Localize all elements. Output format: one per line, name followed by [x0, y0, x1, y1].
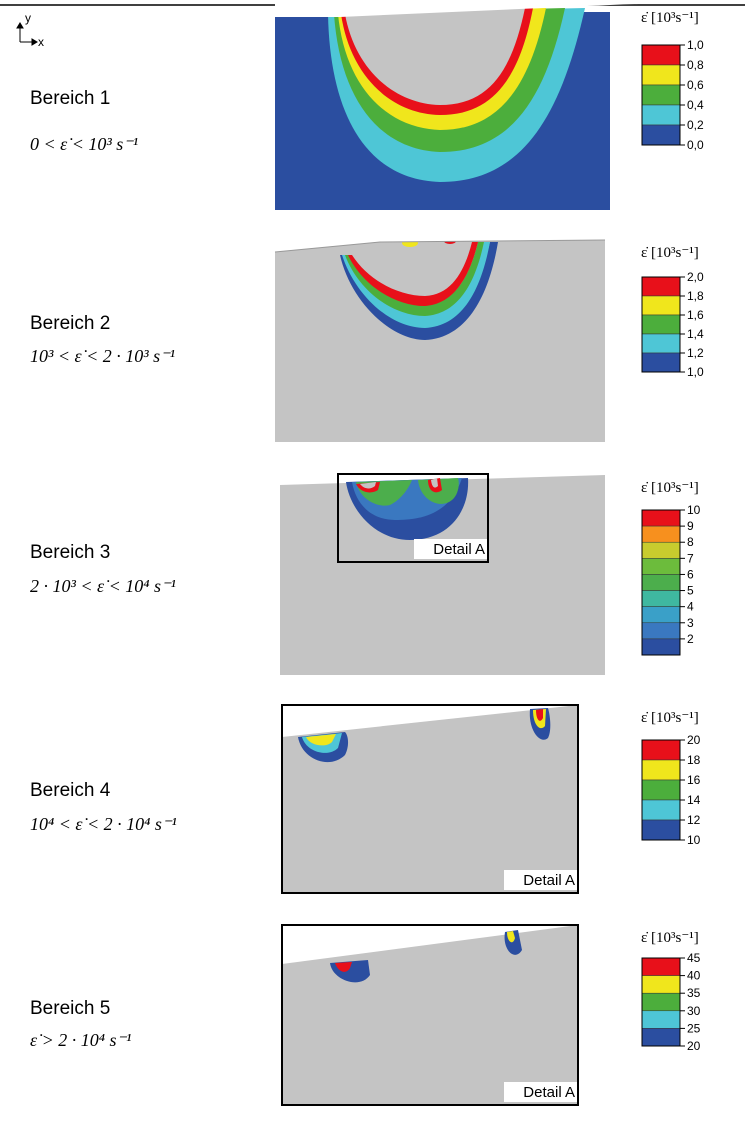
legend-frame: [641, 739, 681, 841]
legend-swatch: [641, 739, 681, 761]
legend-swatch: [641, 590, 681, 607]
legend-tick-label: 25: [687, 1021, 701, 1035]
legend-tick-label: 6: [687, 567, 694, 581]
panel-label: Bereich 4: [30, 780, 111, 801]
legend-tick-label: 0,6: [687, 78, 704, 92]
legend-swatch: [641, 638, 681, 656]
legend-frame: [641, 44, 681, 146]
panel-label: Bereich 5: [30, 998, 110, 1019]
legend-tick-label: 1,8: [687, 289, 704, 303]
legend-swatch: [641, 276, 681, 297]
legend-tick-label: 14: [687, 793, 701, 807]
legend-swatch: [641, 1010, 681, 1029]
legend-tick-label: 1,6: [687, 308, 704, 322]
panel-label: Bereich 3: [30, 542, 110, 563]
legend-tick-label: 8: [687, 535, 694, 549]
detail-label-bg: [504, 870, 577, 890]
legend-title: ε̇ [10³s⁻¹]: [641, 930, 699, 946]
legend-title: ε̇ [10³s⁻¹]: [641, 10, 699, 26]
legend-tick-label: 20: [687, 1039, 701, 1053]
legend-tick-label: 18: [687, 753, 701, 767]
legend-swatch: [641, 992, 681, 1012]
legend-tick-label: 40: [687, 969, 701, 983]
legend-tick-label: 3: [687, 616, 694, 630]
legend-tick-label: 7: [687, 551, 694, 565]
panel-label: Bereich 1: [30, 88, 110, 109]
legend-swatch: [641, 779, 681, 801]
legend-tick-label: 1,4: [687, 327, 704, 341]
legend-tick-label: 9: [687, 519, 694, 533]
rate-range: ε̇ > 2 · 10⁴ s⁻¹: [30, 1030, 131, 1050]
legend-swatch: [641, 509, 681, 527]
contour-plot: [275, 0, 745, 210]
legend-tick-label: 20: [687, 733, 701, 747]
legend-swatch: [641, 84, 681, 106]
legend-swatch: [641, 819, 681, 841]
legend-tick-label: 35: [687, 986, 701, 1000]
legend-swatch: [641, 975, 681, 994]
detail-label: Detail A: [433, 541, 485, 558]
legend-swatch: [641, 525, 681, 543]
rate-range: 0 < ε̇ < 10³ s⁻¹: [30, 134, 138, 154]
legend-swatch: [641, 64, 681, 86]
legend-swatch: [641, 759, 681, 781]
legend-tick-label: 0,8: [687, 58, 704, 72]
legend-tick-label: 10: [687, 503, 701, 517]
axis-icon: [16, 22, 38, 46]
legend-swatch: [641, 124, 681, 146]
legend-tick-label: 0,4: [687, 98, 704, 112]
legend-title: ε̇ [10³s⁻¹]: [641, 710, 699, 726]
legend-tick-label: 45: [687, 951, 701, 965]
detail-label-bg: [504, 1082, 577, 1102]
legend-tick-label: 5: [687, 584, 694, 598]
legend-frame: [641, 276, 681, 373]
legend-tick-label: 4: [687, 600, 694, 614]
legend-tick-label: 12: [687, 813, 701, 827]
panel-label: Bereich 2: [30, 313, 110, 334]
legend-tick-label: 10: [687, 833, 701, 847]
detail-label-bg: [414, 539, 487, 559]
legend-tick-label: 16: [687, 773, 701, 787]
legend-swatch: [641, 574, 681, 591]
detail-label: Detail A: [523, 1084, 575, 1101]
rate-range: 2 · 10³ < ε̇ < 10⁴ s⁻¹: [30, 576, 176, 596]
legend-swatch: [641, 333, 681, 354]
legend-swatch: [641, 104, 681, 126]
legend-swatch: [641, 622, 681, 640]
legend-tick-label: 0,2: [687, 118, 704, 132]
contour-plot: [281, 704, 579, 894]
legend-frame: [641, 957, 681, 1047]
legend-swatch: [641, 558, 681, 575]
axis-label-y: y: [25, 11, 31, 25]
legend-frame: [641, 509, 681, 656]
legend-tick-label: 0,0: [687, 138, 704, 152]
legend-tick-label: 2,0: [687, 270, 704, 284]
axis-label-x: x: [38, 35, 44, 49]
legend-tick-label: 2: [687, 632, 694, 646]
legend-swatch: [641, 44, 681, 66]
legend-title: ε̇ [10³s⁻¹]: [641, 480, 699, 496]
contour-plot: [274, 236, 610, 442]
legend-tick-label: 30: [687, 1004, 701, 1018]
contour-plot: [281, 924, 579, 1106]
legend-tick-label: 1,2: [687, 346, 704, 360]
legend-swatch: [641, 1028, 681, 1047]
legend-swatch: [641, 799, 681, 821]
legend-tick-label: 1,0: [687, 38, 704, 52]
detail-label: Detail A: [523, 872, 575, 889]
legend-swatch: [641, 541, 681, 559]
legend-tick-label: 1,0: [687, 365, 704, 379]
rate-range: 10³ < ε̇ < 2 · 10³ s⁻¹: [30, 346, 175, 366]
legend-swatch: [641, 314, 681, 335]
contour-plot: [280, 472, 605, 675]
legend-swatch: [641, 352, 681, 373]
legend-title: ε̇ [10³s⁻¹]: [641, 245, 699, 261]
legend-swatch: [641, 957, 681, 976]
legend-swatch: [641, 606, 681, 624]
rate-range: 10⁴ < ε̇ < 2 · 10⁴ s⁻¹: [30, 814, 177, 834]
legend-swatch: [641, 295, 681, 316]
